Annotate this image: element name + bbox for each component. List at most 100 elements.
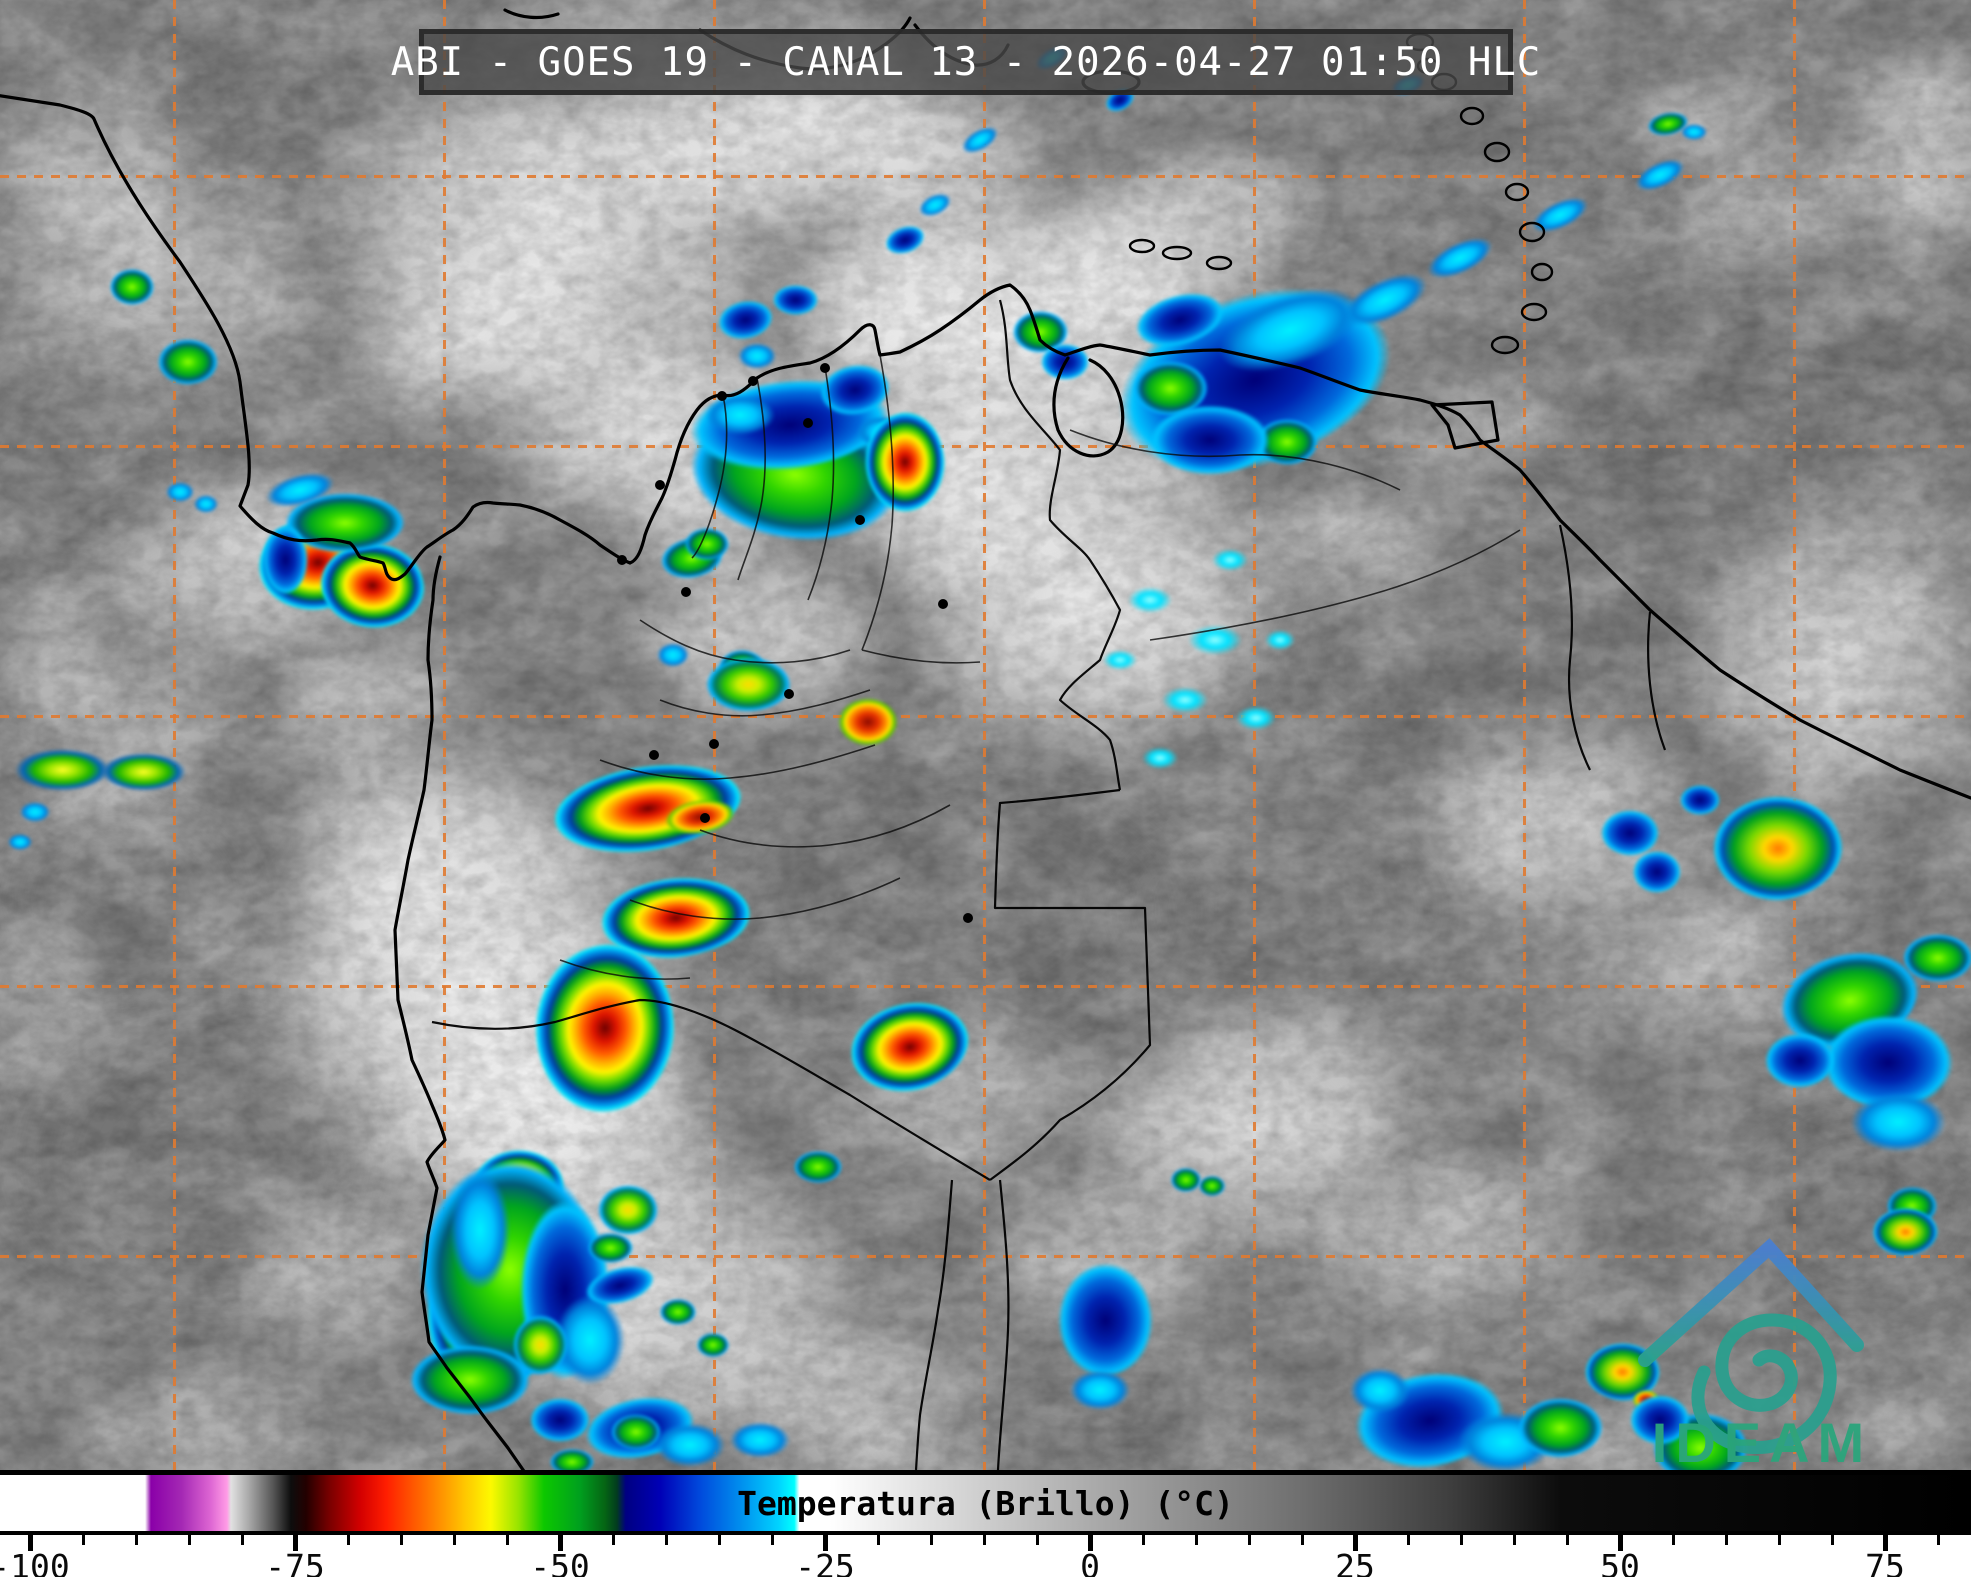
axis-tick-label: -75 bbox=[265, 1547, 325, 1577]
axis-minor-tick bbox=[134, 1535, 138, 1545]
axis-minor-tick bbox=[717, 1535, 721, 1545]
axis-minor-tick bbox=[1724, 1535, 1728, 1545]
city-dot bbox=[649, 750, 659, 760]
internal-border bbox=[699, 804, 951, 848]
island-antilles bbox=[1530, 262, 1554, 282]
axis-tick-label: 50 bbox=[1600, 1547, 1640, 1577]
colorbar-top-border bbox=[0, 1470, 1971, 1475]
colorbar-gradient bbox=[0, 1475, 1971, 1531]
axis-minor-tick bbox=[664, 1535, 668, 1545]
island-antilles bbox=[1518, 221, 1546, 243]
product-title: ABI - GOES 19 - CANAL 13 - 2026-04-27 01… bbox=[390, 39, 1542, 85]
graticule-parallel bbox=[0, 175, 1971, 178]
coastline-pacific bbox=[393, 555, 526, 1470]
internal-border bbox=[861, 354, 895, 651]
axis-minor-tick bbox=[187, 1535, 191, 1545]
island-curacao bbox=[1161, 245, 1193, 261]
internal-border bbox=[639, 619, 851, 664]
internal-border bbox=[599, 744, 876, 780]
city-dot bbox=[617, 555, 627, 565]
colorbar-bottom-border bbox=[0, 1531, 1971, 1535]
ideam-logo-text: IDEAM bbox=[1652, 1411, 1872, 1470]
axis-minor-tick bbox=[1512, 1535, 1516, 1545]
city-dot bbox=[700, 813, 710, 823]
city-dots bbox=[617, 363, 973, 923]
city-dot bbox=[784, 689, 794, 699]
island-antilles bbox=[1490, 335, 1520, 355]
axis-major-tick bbox=[292, 1535, 298, 1551]
axis-major-tick bbox=[557, 1535, 563, 1551]
axis-minor-tick bbox=[1300, 1535, 1304, 1545]
axis-minor-tick bbox=[982, 1535, 986, 1545]
border-colombia-brazil bbox=[989, 788, 1152, 1181]
axis-minor-tick bbox=[399, 1535, 403, 1545]
graticule-parallel bbox=[0, 445, 1971, 448]
axis-major-tick bbox=[1882, 1535, 1888, 1551]
graticule-parallel bbox=[0, 985, 1971, 988]
border-amazon-trapezoid-east bbox=[996, 1179, 1010, 1470]
city-dot bbox=[655, 480, 665, 490]
axis-minor-tick bbox=[1830, 1535, 1834, 1545]
internal-border bbox=[559, 959, 691, 980]
graticule-meridian bbox=[1793, 0, 1796, 1470]
colorbar: Temperatura (Brillo) (°C) -100-75-50-250… bbox=[0, 1470, 1971, 1577]
axis-minor-tick bbox=[770, 1535, 774, 1545]
axis-minor-tick bbox=[1194, 1535, 1198, 1545]
axis-tick-label: -50 bbox=[530, 1547, 590, 1577]
island-bonaire bbox=[1205, 255, 1233, 271]
internal-border bbox=[659, 689, 871, 717]
axis-minor-tick bbox=[505, 1535, 509, 1545]
city-dot bbox=[963, 913, 973, 923]
mountain-peak-icon bbox=[1638, 1238, 1864, 1367]
island-jamaica bbox=[503, 8, 560, 20]
graticule-parallel bbox=[0, 1255, 1971, 1258]
axis-minor-tick bbox=[1141, 1535, 1145, 1545]
internal-border bbox=[737, 377, 766, 581]
satellite-map: IDEAM bbox=[0, 0, 1971, 1470]
axis-minor-tick bbox=[346, 1535, 350, 1545]
island-antilles bbox=[1483, 141, 1511, 163]
island-antilles bbox=[1504, 182, 1530, 202]
river-orinoco bbox=[1149, 529, 1521, 641]
axis-minor-tick bbox=[929, 1535, 933, 1545]
internal-border bbox=[807, 366, 835, 601]
internal-border bbox=[691, 394, 728, 559]
axis-minor-tick bbox=[1936, 1535, 1940, 1545]
coastline-caribbean bbox=[0, 94, 1971, 800]
city-dot bbox=[709, 739, 719, 749]
border-guyana-suriname bbox=[1647, 611, 1667, 751]
axis-minor-tick bbox=[1565, 1535, 1569, 1545]
border-venezuela-guyana bbox=[1558, 524, 1591, 771]
island-trinidad bbox=[1430, 400, 1500, 450]
graticule-meridian bbox=[983, 0, 986, 1470]
graticule-meridian bbox=[173, 0, 176, 1470]
internal-border bbox=[629, 877, 901, 920]
graticule-meridian bbox=[1523, 0, 1526, 1470]
city-dot bbox=[855, 515, 865, 525]
axis-minor-tick bbox=[1035, 1535, 1039, 1545]
axis-minor-tick bbox=[1671, 1535, 1675, 1545]
axis-minor-tick bbox=[1247, 1535, 1251, 1545]
axis-major-tick bbox=[1087, 1535, 1093, 1551]
axis-minor-tick bbox=[1777, 1535, 1781, 1545]
axis-minor-tick bbox=[240, 1535, 244, 1545]
island-antilles bbox=[1459, 106, 1485, 126]
axis-minor-tick bbox=[876, 1535, 880, 1545]
city-dot bbox=[803, 418, 813, 428]
axis-major-tick bbox=[27, 1535, 33, 1551]
axis-tick-label: -100 bbox=[0, 1547, 70, 1577]
border-colombia-peru-ecuador bbox=[431, 998, 991, 1181]
axis-minor-tick bbox=[1406, 1535, 1410, 1545]
city-dot bbox=[820, 363, 830, 373]
city-dot bbox=[748, 376, 758, 386]
colorbar-axis: -100 -75 -50 -25 0 25 50 75 bbox=[0, 1535, 1971, 1577]
axis-tick-label: 75 bbox=[1865, 1547, 1905, 1577]
graticule-meridian bbox=[713, 0, 716, 1470]
lake-maracaibo bbox=[1052, 356, 1125, 458]
hurricane-spiral-icon bbox=[1691, 1313, 1837, 1455]
axis-minor-tick bbox=[611, 1535, 615, 1545]
axis-tick-label: 0 bbox=[1080, 1547, 1100, 1577]
graticule-meridian bbox=[443, 0, 446, 1470]
ideam-logo: IDEAM bbox=[1638, 1238, 1872, 1470]
border-amazon-trapezoid-west bbox=[914, 1179, 954, 1470]
